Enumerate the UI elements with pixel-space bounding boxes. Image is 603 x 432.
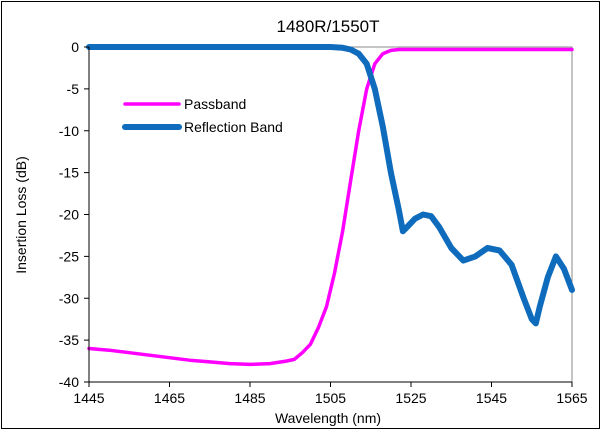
legend-label: Reflection Band xyxy=(184,119,283,135)
legend-label: Passband xyxy=(184,96,246,112)
x-axis-label: Wavelength (nm) xyxy=(275,410,381,426)
x-tick-label: 1505 xyxy=(315,390,346,406)
x-tick-label: 1485 xyxy=(234,390,265,406)
legend: Passband Reflection Band xyxy=(108,90,330,140)
x-tick-label: 1565 xyxy=(556,390,587,406)
series-line-passband xyxy=(87,47,574,367)
x-tick-label: 1525 xyxy=(395,390,426,406)
y-tick-label: 0 xyxy=(71,39,79,55)
x-tick-label: 1445 xyxy=(73,390,104,406)
y-tick-label: -20 xyxy=(59,207,79,223)
legend-box xyxy=(108,90,330,140)
y-tick-label: -25 xyxy=(59,248,79,264)
x-tick-label: 1465 xyxy=(154,390,185,406)
y-axis-label: Insertion Loss (dB) xyxy=(13,156,29,274)
axes-layer xyxy=(84,46,573,387)
y-tick-label: -30 xyxy=(59,290,79,306)
series-line-reflection-band xyxy=(86,44,575,327)
y-tick-label: -10 xyxy=(59,123,79,139)
x-tick-label: 1545 xyxy=(476,390,507,406)
y-tick-label: -35 xyxy=(59,332,79,348)
y-tick-label: -5 xyxy=(67,81,80,97)
series-layer xyxy=(86,44,575,367)
y-tick-label: -15 xyxy=(59,165,79,181)
chart-title: 1480R/1550T xyxy=(276,17,379,36)
y-tick-label: -40 xyxy=(59,374,79,390)
